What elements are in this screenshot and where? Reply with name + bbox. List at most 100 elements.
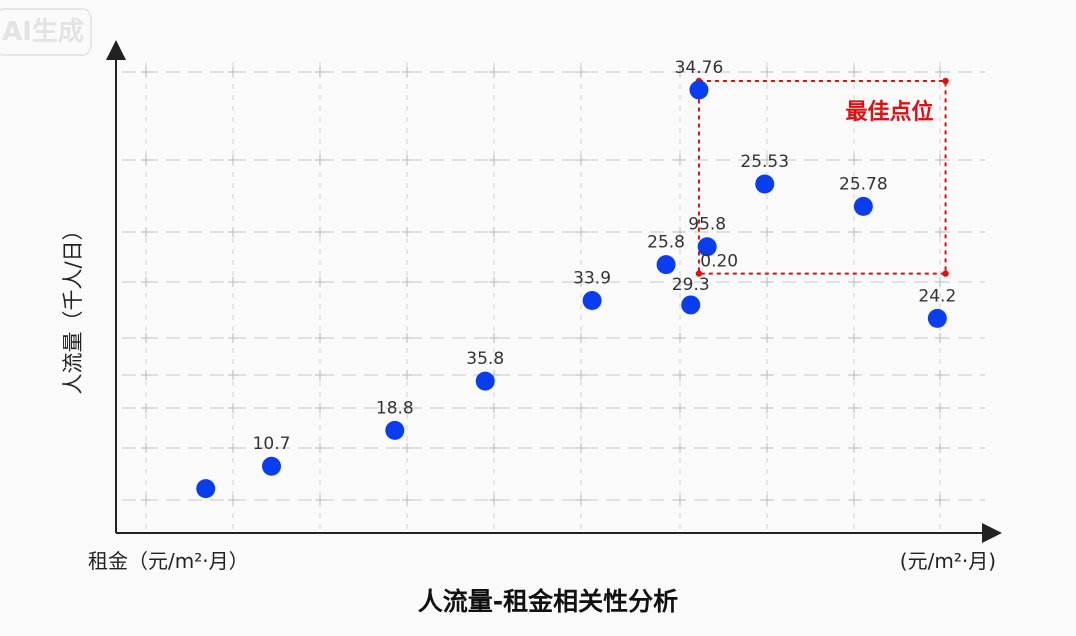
grid-cross-18 [849, 155, 859, 165]
grid-cross-80 [141, 495, 151, 505]
grid-cross-72 [315, 443, 325, 453]
grid-cross-46 [675, 333, 685, 343]
y-axis-label: 人流量（千人/日） [61, 219, 85, 394]
highlight-label: 最佳点位 [846, 99, 934, 125]
grid-cross-85 [576, 495, 586, 505]
grid-cross-88 [849, 495, 859, 505]
grid-cross-75 [576, 443, 586, 453]
data-label-10: 25.78 [839, 174, 888, 194]
grid-cross-57 [762, 370, 772, 380]
data-label-2: 18.8 [376, 398, 414, 418]
grid-cross-84 [489, 495, 499, 505]
grid-cross-61 [228, 403, 238, 413]
grid-cross-8 [849, 67, 859, 77]
x-axis-label-right: (元/m²·月) [900, 549, 996, 573]
data-point-7 [697, 237, 717, 257]
grid-cross-1 [228, 67, 238, 77]
grid-cross-44 [489, 333, 499, 343]
highlight-corner-1 [942, 77, 949, 85]
grid-cross-49 [935, 333, 945, 343]
grid-cross-52 [315, 370, 325, 380]
grid-cross-3 [402, 67, 412, 77]
grid-cross-58 [849, 370, 859, 380]
grid-cross-4 [489, 67, 499, 77]
data-label-11: 24.2 [918, 286, 956, 306]
grid-cross-37 [762, 277, 772, 287]
grid-cross-29 [935, 227, 945, 237]
grid-cross-50 [141, 370, 151, 380]
grid-cross-55 [576, 370, 586, 380]
grid-cross-62 [315, 403, 325, 413]
chart-title: 人流量-租金相关性分析 [418, 587, 678, 616]
grid-cross-67 [762, 403, 772, 413]
data-point-1 [262, 456, 282, 476]
grid-cross-69 [935, 403, 945, 413]
grid-cross-48 [849, 333, 859, 343]
grid-cross-56 [675, 370, 685, 380]
grid-cross-33 [402, 277, 412, 287]
grid-cross-20 [141, 227, 151, 237]
grid-cross-34 [489, 277, 499, 287]
data-point-5 [656, 255, 676, 275]
grid-cross-6 [675, 67, 685, 77]
grid-cross-42 [315, 333, 325, 343]
data-point-11 [927, 308, 947, 328]
grid-cross-9 [935, 67, 945, 77]
grid-cross-38 [849, 277, 859, 287]
data-label-5: 25.8 [647, 233, 685, 253]
grid-cross-79 [935, 443, 945, 453]
grid-cross-86 [675, 495, 685, 505]
grid-cross-19 [935, 155, 945, 165]
grid-cross-77 [762, 443, 772, 453]
grid-cross-65 [576, 403, 586, 413]
data-point-2 [385, 420, 405, 440]
grid-cross-26 [675, 227, 685, 237]
x-axis-label-left: 租金（元/m²·月） [88, 549, 249, 573]
data-point-0 [196, 479, 216, 499]
grid-cross-21 [228, 227, 238, 237]
grid-cross-15 [576, 155, 586, 165]
grid-cross-24 [489, 227, 499, 237]
grid-cross-17 [762, 155, 772, 165]
grid-cross-45 [576, 333, 586, 343]
grid-cross-40 [141, 333, 151, 343]
grid-cross-22 [315, 227, 325, 237]
grid-cross-70 [141, 443, 151, 453]
grid-cross-83 [402, 495, 412, 505]
grid-cross-11 [228, 155, 238, 165]
data-points: 10.7 18.8 35.8 33.9 25.8 29.3 95.8 34.76 25.53 25… [196, 58, 956, 499]
grid-cross-32 [315, 277, 325, 287]
grid-cross-68 [849, 403, 859, 413]
grid-lines [122, 62, 985, 530]
highlight-corner-2 [695, 270, 703, 277]
data-point-8 [689, 80, 709, 100]
data-label-1: 10.7 [253, 434, 291, 454]
grid-cross-12 [315, 155, 325, 165]
grid-cross-31 [228, 277, 238, 287]
grid-cross-53 [402, 370, 412, 380]
grid-cross-23 [402, 227, 412, 237]
grid-cross-10 [141, 155, 151, 165]
grid-cross-7 [762, 67, 772, 77]
grid-cross-60 [141, 403, 151, 413]
data-point-3 [475, 371, 495, 391]
grid-cross-41 [228, 333, 238, 343]
grid-cross-76 [675, 443, 685, 453]
grid-cross-25 [576, 227, 586, 237]
grid-cross-2 [315, 67, 325, 77]
grid-cross-43 [402, 333, 412, 343]
data-point-9 [755, 174, 775, 194]
extra-data-label: 0.20 [700, 252, 738, 272]
highlight-corner-3 [942, 270, 949, 277]
grid-cross-16 [675, 155, 685, 165]
grid-cross-64 [489, 403, 499, 413]
grid-cross-81 [228, 495, 238, 505]
grid-cross-30 [141, 277, 151, 287]
data-label-6: 29.3 [672, 275, 710, 295]
grid-cross-74 [489, 443, 499, 453]
grid-cross-59 [935, 370, 945, 380]
grid-cross-47 [762, 333, 772, 343]
grid-cross-0 [141, 67, 151, 77]
data-label-8: 34.76 [675, 58, 724, 78]
